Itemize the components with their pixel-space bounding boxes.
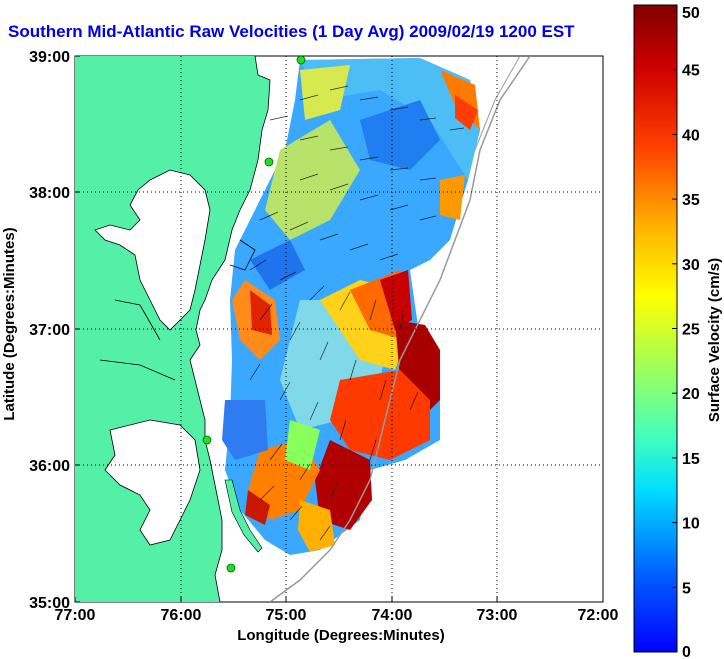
x-tick-label: 76:00	[161, 607, 202, 624]
radar-stations	[202, 55, 306, 573]
colorbar-tick-label: 0	[682, 644, 691, 659]
colorbar-tick-label: 15	[682, 451, 700, 468]
x-tick-label: 73:00	[477, 607, 518, 624]
x-tick-label: 77:00	[55, 607, 96, 624]
station-marker	[226, 563, 236, 573]
colorbar-tick-label: 20	[682, 386, 700, 403]
x-tick-label: 72:00	[578, 607, 619, 624]
x-axis-label: Longitude (Degrees:Minutes)	[237, 627, 445, 644]
x-tick-label: 75:00	[266, 607, 307, 624]
colorbar-tick-label: 35	[682, 192, 700, 209]
colorbar-tick-label: 50	[682, 5, 700, 22]
shelf-isobath	[269, 56, 531, 602]
y-tick-label: 39:00	[29, 49, 70, 66]
bay-water	[95, 170, 210, 330]
colorbar-tick-label: 10	[682, 516, 700, 533]
coastline	[94, 56, 271, 602]
barrier-island	[224, 479, 263, 553]
y-axis-label: Latitude (Degrees:Minutes)	[1, 227, 18, 420]
grid	[75, 56, 603, 602]
colorbar-tick-label: 30	[682, 257, 700, 274]
y-tick-label: 37:00	[29, 322, 70, 339]
x-tick-label: 74:00	[372, 607, 413, 624]
colorbar-ticks: 0 5 10 15 20 25 30 35 40 45 50	[672, 4, 700, 659]
y-tick-label: 35:00	[29, 595, 70, 612]
colorbar-tick-label: 40	[682, 127, 700, 144]
station-marker	[296, 55, 306, 65]
colorbar-tick-label: 5	[682, 580, 691, 597]
map-title: Southern Mid-Atlantic Raw Velocities (1 …	[8, 22, 575, 41]
colorbar	[633, 4, 678, 653]
colorbar-tick-label: 25	[682, 322, 700, 339]
station-marker	[202, 435, 212, 445]
y-tick-label: 38:00	[29, 185, 70, 202]
colorbar-label: Surface Velocity (cm/s)	[706, 258, 723, 422]
station-marker	[264, 157, 274, 167]
colorbar-tick-label: 45	[682, 63, 700, 80]
y-tick-label: 36:00	[29, 458, 70, 475]
shelf-isobath-outer	[474, 56, 521, 151]
sound-water	[105, 420, 200, 545]
tick-marks	[74, 55, 604, 603]
velocity-field	[222, 58, 480, 555]
